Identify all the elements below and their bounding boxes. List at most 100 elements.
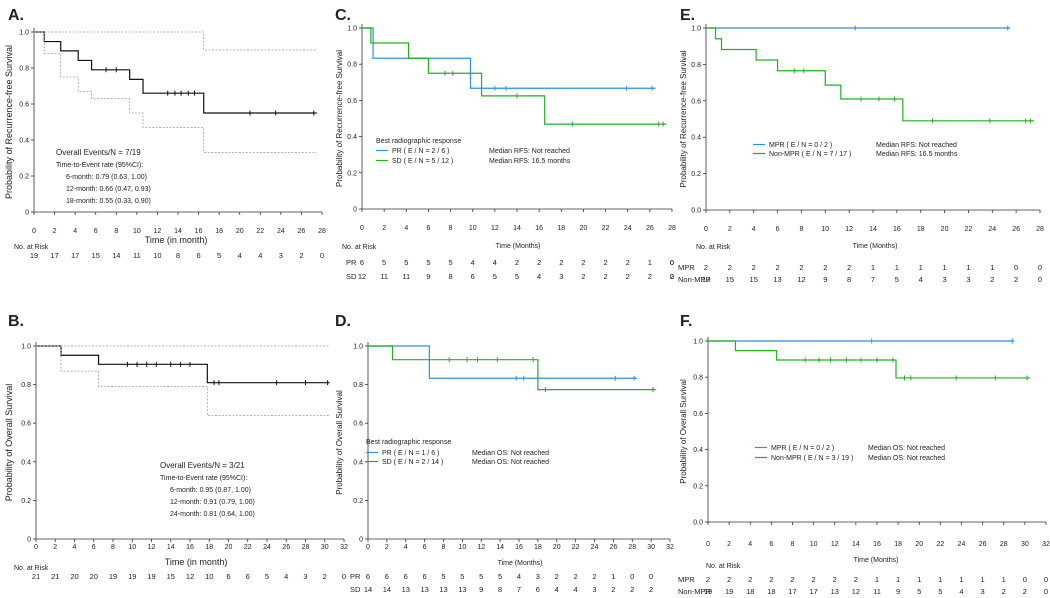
y-tick-label: 0 [353,207,357,214]
risk-count: 2 [1002,587,1006,596]
y-tick-label: 0.8 [19,66,29,73]
y-axis-title: Probability of Overall Survival [335,390,344,495]
x-tick-label: 4 [73,544,77,551]
risk-count: 5 [265,572,269,581]
risk-count: 5 [938,587,942,596]
y-tick-label: 1.0 [19,30,29,37]
x-tick-label: 8 [791,541,795,548]
risk-count: 3 [966,275,970,284]
risk-count: 11 [380,272,388,281]
x-axis-title: Time (Months) [498,560,543,567]
risk-count: 2 [670,272,674,281]
risk-count: 13 [831,587,839,596]
risk-count: 0 [342,572,346,581]
risk-count: 2 [790,575,794,584]
x-tick-label: 22 [572,544,580,551]
risk-count: 4 [959,587,963,596]
risk-count: 2 [649,585,653,594]
risk-count: 0 [670,272,674,281]
risk-count: 15 [167,572,175,581]
km-curve-non-mpr [708,340,1031,379]
risk-count: 3 [942,275,946,284]
risk-count: 6 [196,251,200,260]
risk-count: 15 [750,275,758,284]
y-tick-label: 0.6 [693,411,703,418]
panel-label: B. [8,313,24,330]
risk-count: 2 [769,575,773,584]
x-tick-label: 2 [53,228,57,235]
y-tick-label: 0.2 [353,498,363,505]
risk-count: 2 [592,572,596,581]
x-tick-label: 20 [236,228,244,235]
x-tick-label: 20 [553,544,561,551]
legend-median: Median RFS: Not reached [489,148,570,155]
legend-label: PR ( E / N = 1 / 6 ) [382,450,439,457]
y-tick-label: 0 [27,537,31,544]
y-tick-label: 0.4 [691,135,701,142]
x-tick-label: 6 [776,226,780,233]
risk-count: 1 [871,263,875,272]
risk-count: 2 [648,272,652,281]
km-curve-sd [368,345,656,391]
panel-label: F. [680,313,692,330]
risk-count: 12 [358,272,366,281]
x-tick-label: 18 [215,228,223,235]
x-tick-label: 26 [609,544,617,551]
risk-count: 2 [1023,587,1027,596]
risk-count: 3 [592,585,596,594]
x-tick-label: 16 [195,228,203,235]
risk-table-title: No. at Risk [14,244,49,251]
x-tick-label: 32 [340,544,348,551]
axes [35,342,344,540]
x-axis-title: Time (Months) [853,243,898,250]
legend-label: MPR ( E / N = 0 / 2 ) [769,142,832,149]
x-tick-label: 12 [845,226,853,233]
y-tick-label: 1.0 [347,26,357,33]
x-tick-label: 12 [154,228,162,235]
y-tick-label: 0.4 [21,459,31,466]
x-tick-label: 22 [965,226,973,233]
y-tick-label: 0.4 [693,447,703,454]
legend-title: Best radiographic response [376,138,461,145]
legend-median: Median OS: Not reached [472,450,549,457]
risk-count: 2 [630,585,634,594]
risk-count: 4 [555,585,559,594]
panel-e: E.0.00.20.40.60.81.00 2 4 6 8 10 12 14 16 18 20 22 2… [678,7,1044,284]
x-axis-title: Time (Months) [496,243,541,250]
x-tick-label: 6 [423,544,427,551]
risk-count: 6 [226,572,230,581]
risk-count: 8 [498,585,502,594]
x-tick-label: 8 [799,226,803,233]
risk-count: 6 [360,258,364,267]
x-tick-label: 2 [53,544,57,551]
x-tick-label: 24 [277,228,285,235]
km-curve-rfs [34,31,317,114]
risk-table-title: No. at Risk [696,244,731,251]
x-tick-label: 16 [873,541,881,548]
x-tick-label: 28 [1036,226,1044,233]
risk-table-title: No. at Risk [706,563,741,570]
risk-count: 9 [479,585,483,594]
risk-count: 13 [420,585,428,594]
x-tick-label: 4 [404,225,408,232]
km-curve-upper-95-ci [34,31,317,51]
risk-count: 2 [823,263,827,272]
risk-count: 4 [471,258,475,267]
risk-count: 2 [727,575,731,584]
risk-table-title: No. at Risk [14,565,49,572]
annotation-line: 18-month: 0.55 (0.33, 0.90) [66,198,151,205]
y-tick-label: 1.0 [691,26,701,33]
risk-count: 8 [448,272,452,281]
risk-count: 6 [536,585,540,594]
x-tick-label: 0 [706,541,710,548]
annotation-line: 12-month: 0.91 (0.79, 1.00) [170,499,255,506]
risk-count: 5 [441,572,445,581]
legend-label: SD ( E / N = 2 / 14 ) [382,459,443,466]
risk-count: 15 [92,251,100,260]
x-tick-label: 6 [426,225,430,232]
x-tick-label: 10 [133,228,141,235]
x-tick-label: 24 [263,544,271,551]
y-tick-label: 1.0 [693,339,703,346]
risk-count: 2 [537,258,541,267]
